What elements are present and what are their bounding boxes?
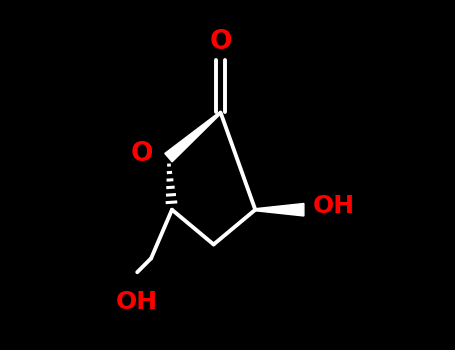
Text: OH: OH	[116, 289, 158, 314]
Text: O: O	[209, 29, 232, 55]
Text: O: O	[130, 141, 153, 167]
Text: OH: OH	[313, 194, 355, 218]
Polygon shape	[165, 112, 221, 162]
Polygon shape	[255, 203, 304, 216]
